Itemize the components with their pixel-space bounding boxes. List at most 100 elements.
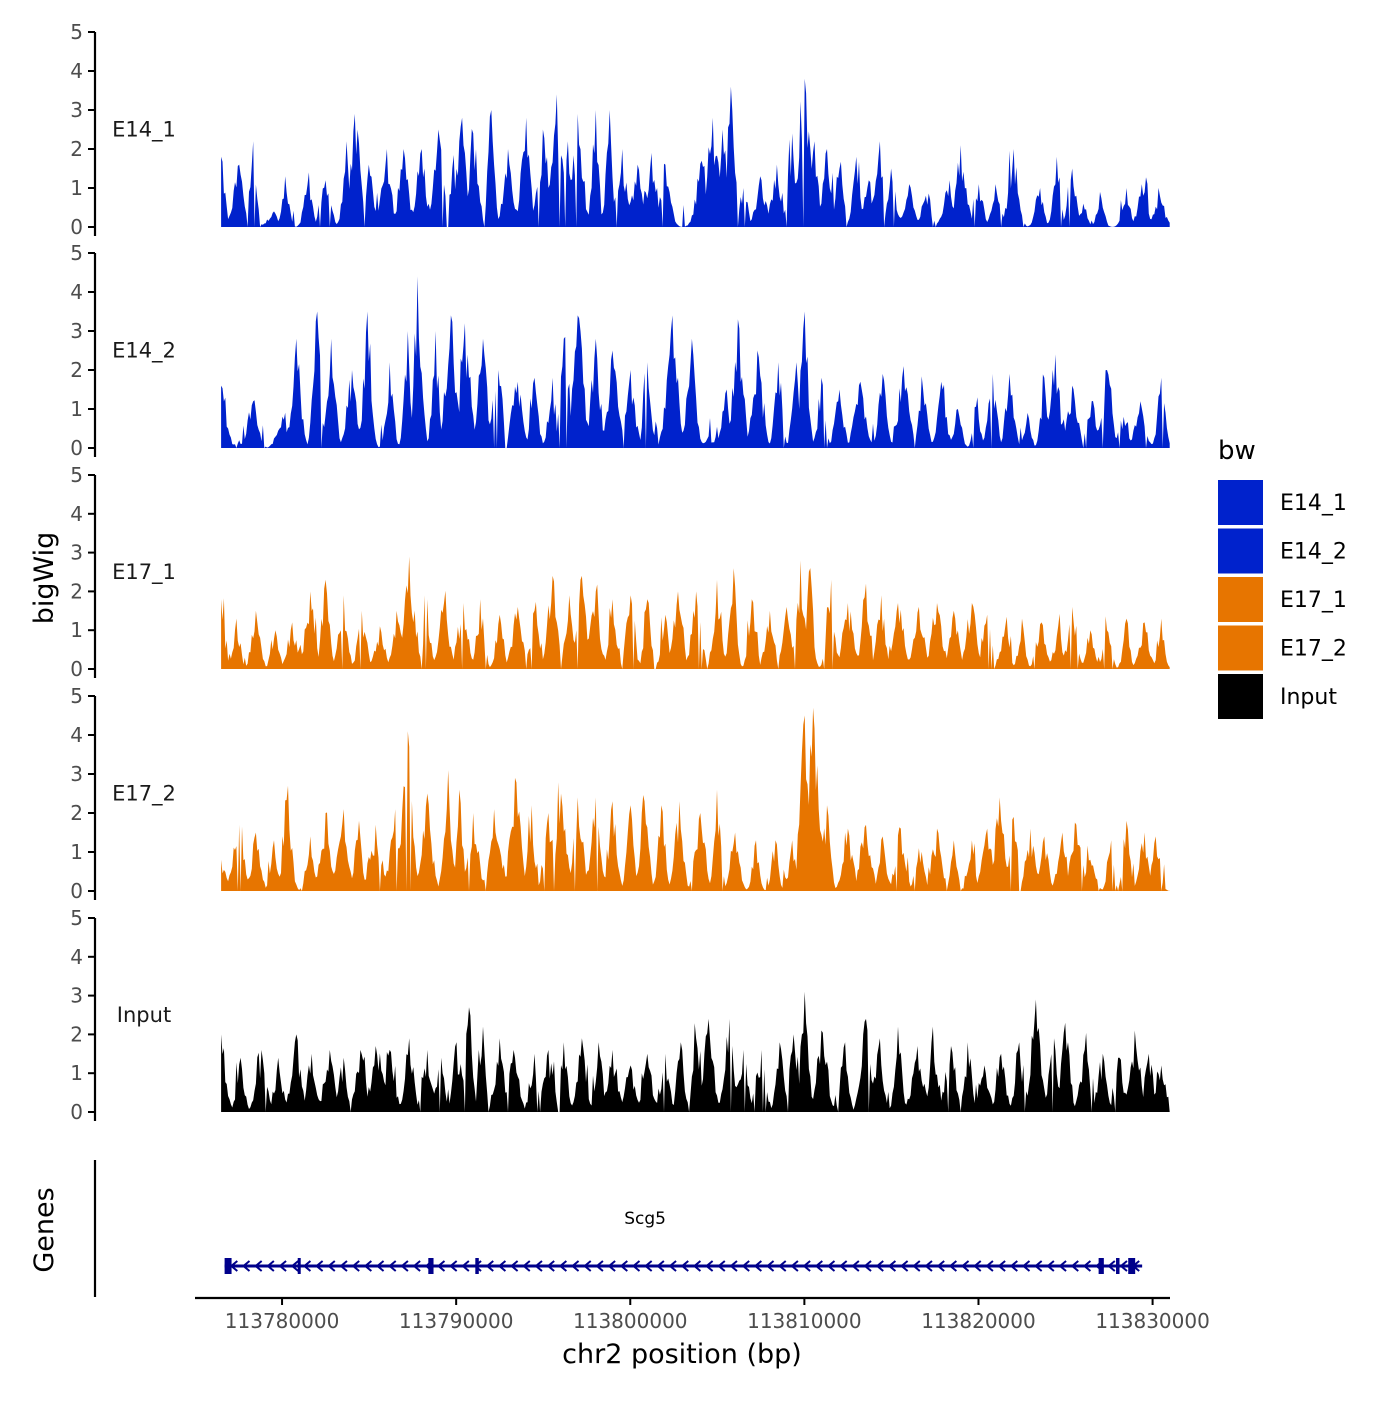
legend-label: E17_1 bbox=[1280, 588, 1347, 613]
y-tick-label: 4 bbox=[70, 59, 83, 83]
y-tick-label: 1 bbox=[70, 618, 83, 642]
strand-arrow bbox=[741, 1260, 750, 1272]
signal-area-e17-1 bbox=[221, 556, 1170, 669]
y-tick-label: 5 bbox=[70, 906, 83, 930]
gene-exon bbox=[297, 1258, 301, 1274]
strand-arrow bbox=[534, 1260, 543, 1272]
strand-arrow bbox=[985, 1260, 994, 1272]
strand-arrow bbox=[254, 1260, 263, 1272]
y-axis-title: bigWig bbox=[29, 532, 60, 625]
legend-swatch-e17-2 bbox=[1218, 625, 1263, 671]
y-tick-label: 0 bbox=[70, 1100, 83, 1124]
strand-arrow bbox=[363, 1260, 373, 1272]
signal-area-input bbox=[221, 991, 1170, 1112]
strand-arrow bbox=[1070, 1260, 1079, 1272]
y-tick-label: 2 bbox=[70, 801, 83, 825]
y-tick-label: 0 bbox=[70, 879, 83, 903]
strand-arrow bbox=[412, 1260, 421, 1272]
gene-exon bbox=[224, 1258, 232, 1274]
y-tick-label: 2 bbox=[70, 1022, 83, 1046]
strand-arrow bbox=[558, 1260, 568, 1272]
genes-axis-title: Genes bbox=[29, 1187, 60, 1272]
strand-arrow bbox=[912, 1260, 921, 1272]
gene-exon bbox=[1116, 1258, 1120, 1274]
strand-arrow bbox=[863, 1260, 872, 1272]
legend-swatch-e14-2 bbox=[1218, 528, 1263, 574]
y-tick-label: 1 bbox=[70, 397, 83, 421]
strand-arrow bbox=[765, 1260, 775, 1272]
y-tick-label: 4 bbox=[70, 502, 83, 526]
strand-arrow bbox=[570, 1260, 580, 1272]
y-tick-label: 3 bbox=[70, 984, 83, 1008]
strand-arrow bbox=[315, 1260, 324, 1272]
strand-arrow bbox=[631, 1260, 641, 1272]
strand-arrow bbox=[327, 1260, 336, 1272]
strand-arrow bbox=[790, 1260, 799, 1272]
x-tick-label: 113810000 bbox=[747, 1309, 862, 1333]
signal-area-e14-2 bbox=[221, 276, 1170, 448]
x-tick-label: 113800000 bbox=[573, 1309, 688, 1333]
strand-arrow bbox=[668, 1260, 677, 1272]
track-label: E17_1 bbox=[112, 560, 176, 585]
strand-arrow bbox=[814, 1260, 823, 1272]
y-tick-label: 2 bbox=[70, 137, 83, 161]
strand-arrow bbox=[461, 1260, 470, 1272]
y-tick-label: 3 bbox=[70, 98, 83, 122]
track-label: Input bbox=[117, 1003, 171, 1027]
y-tick-label: 3 bbox=[70, 319, 83, 343]
tracks-group: 0 1 2 3 4 5 E14_1 0 1 2 3 4 5 E14_2 0 1 2 3 4 5 E17_1 0 1 2 3 4 5 E… bbox=[70, 20, 1170, 1124]
strand-arrow bbox=[290, 1260, 299, 1272]
gene-exon bbox=[1098, 1258, 1104, 1274]
strand-arrow bbox=[705, 1260, 714, 1272]
legend-label: E17_2 bbox=[1280, 637, 1347, 662]
y-tick-label: 5 bbox=[70, 20, 83, 44]
track-e17-1: 0 1 2 3 4 5 E17_1 bbox=[70, 463, 1170, 681]
legend-swatch-e17-1 bbox=[1218, 577, 1263, 622]
x-tick-label: 113820000 bbox=[921, 1309, 1036, 1333]
strand-arrow bbox=[278, 1260, 287, 1272]
legend-swatch-e14-1 bbox=[1218, 480, 1263, 525]
y-tick-label: 4 bbox=[70, 723, 83, 747]
strand-arrow bbox=[436, 1260, 446, 1272]
strand-arrow bbox=[948, 1260, 958, 1272]
strand-arrow bbox=[266, 1260, 275, 1272]
strand-arrow bbox=[388, 1260, 397, 1272]
strand-arrow bbox=[839, 1260, 848, 1272]
gene-label: Scg5 bbox=[624, 1209, 666, 1229]
strand-arrow bbox=[1046, 1260, 1055, 1272]
gene-exon bbox=[475, 1258, 479, 1274]
strand-arrow bbox=[1034, 1260, 1043, 1272]
y-tick-label: 1 bbox=[70, 176, 83, 200]
strand-arrow bbox=[375, 1260, 385, 1272]
strand-arrow bbox=[546, 1260, 555, 1272]
gene-track-panel: Scg5 bbox=[93, 1160, 1143, 1297]
track-e17-2: 0 1 2 3 4 5 E17_2 bbox=[70, 684, 1170, 903]
strand-arrow bbox=[1009, 1260, 1018, 1272]
strand-arrow bbox=[887, 1260, 897, 1272]
legend-label: E14_2 bbox=[1280, 540, 1347, 565]
strand-arrow bbox=[802, 1260, 811, 1272]
strand-arrow bbox=[936, 1260, 945, 1272]
strand-arrow bbox=[924, 1260, 933, 1272]
y-tick-label: 3 bbox=[70, 762, 83, 786]
strand-arrow bbox=[619, 1260, 628, 1272]
strand-arrow bbox=[1082, 1260, 1092, 1272]
strand-arrow bbox=[851, 1260, 860, 1272]
strand-arrow bbox=[973, 1260, 982, 1272]
strand-arrow bbox=[680, 1260, 689, 1272]
y-tick-label: 1 bbox=[70, 1061, 83, 1085]
signal-area-e14-1 bbox=[221, 78, 1170, 227]
y-tick-label: 4 bbox=[70, 945, 83, 969]
strand-arrow bbox=[717, 1260, 726, 1272]
strand-arrow bbox=[644, 1260, 653, 1272]
strand-arrow bbox=[900, 1260, 909, 1272]
track-e14-2: 0 1 2 3 4 5 E14_2 bbox=[70, 241, 1170, 460]
legend-title: bw bbox=[1218, 436, 1256, 466]
x-tick-label: 113780000 bbox=[225, 1309, 340, 1333]
strand-arrow bbox=[241, 1260, 251, 1272]
strand-arrow bbox=[510, 1260, 519, 1272]
strand-arrow bbox=[1021, 1260, 1031, 1272]
strand-arrow bbox=[485, 1260, 494, 1272]
